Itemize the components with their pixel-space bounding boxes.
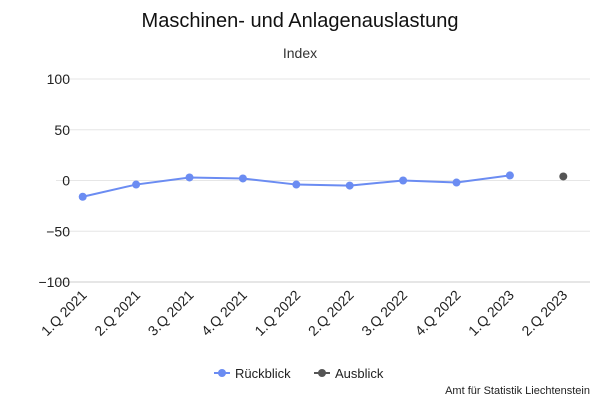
data-point[interactable] [238,174,247,183]
x-tick-label: 3.Q 2022 [358,287,410,339]
x-tick-label: 4.Q 2022 [412,287,464,339]
series-1 [559,172,568,181]
x-tick-label: 2.Q 2023 [518,287,570,339]
data-point[interactable] [559,172,568,181]
legend-marker [318,369,326,377]
data-point[interactable] [505,171,514,180]
data-point[interactable] [292,180,301,189]
chart-title: Maschinen- und Anlagenauslastung [142,10,459,32]
grid-lines [56,78,590,283]
data-point[interactable] [452,178,461,187]
x-axis-ticks: 1.Q 2021 2.Q 2021 3.Q 2021 4.Q 2021 1.Q 2022… [38,287,571,339]
legend-label: Rückblick [235,366,291,381]
y-tick-label: 100 [47,71,71,87]
series-marks [78,171,568,201]
legend: Rückblick Ausblick [214,366,384,381]
x-tick-label: 2.Q 2022 [305,287,357,339]
data-point[interactable] [132,180,141,189]
legend-marker [218,369,226,377]
chart-credit: Amt für Statistik Liechtenstein [445,385,590,397]
x-tick-label: 2.Q 2021 [91,287,143,339]
legend-item[interactable]: Ausblick [314,366,384,381]
y-tick-label: 0 [62,173,70,189]
x-tick-label: 1.Q 2021 [38,287,90,339]
y-tick-label: −50 [46,223,70,239]
x-tick-label: 4.Q 2021 [198,287,250,339]
y-tick-label: −100 [38,274,70,290]
x-tick-label: 1.Q 2022 [251,287,303,339]
data-point[interactable] [399,176,408,185]
legend-label: Ausblick [335,366,384,381]
y-axis-ticks: −100 −50 0 50 100 [38,71,70,290]
series-0 [78,171,514,201]
x-tick-label: 1.Q 2023 [465,287,517,339]
data-point[interactable] [78,192,87,201]
y-tick-label: 50 [54,122,70,138]
legend-item[interactable]: Rückblick [214,366,291,381]
data-point[interactable] [185,173,194,182]
chart-subtitle: Index [283,45,317,61]
data-point[interactable] [345,181,354,190]
x-tick-label: 3.Q 2021 [145,287,197,339]
